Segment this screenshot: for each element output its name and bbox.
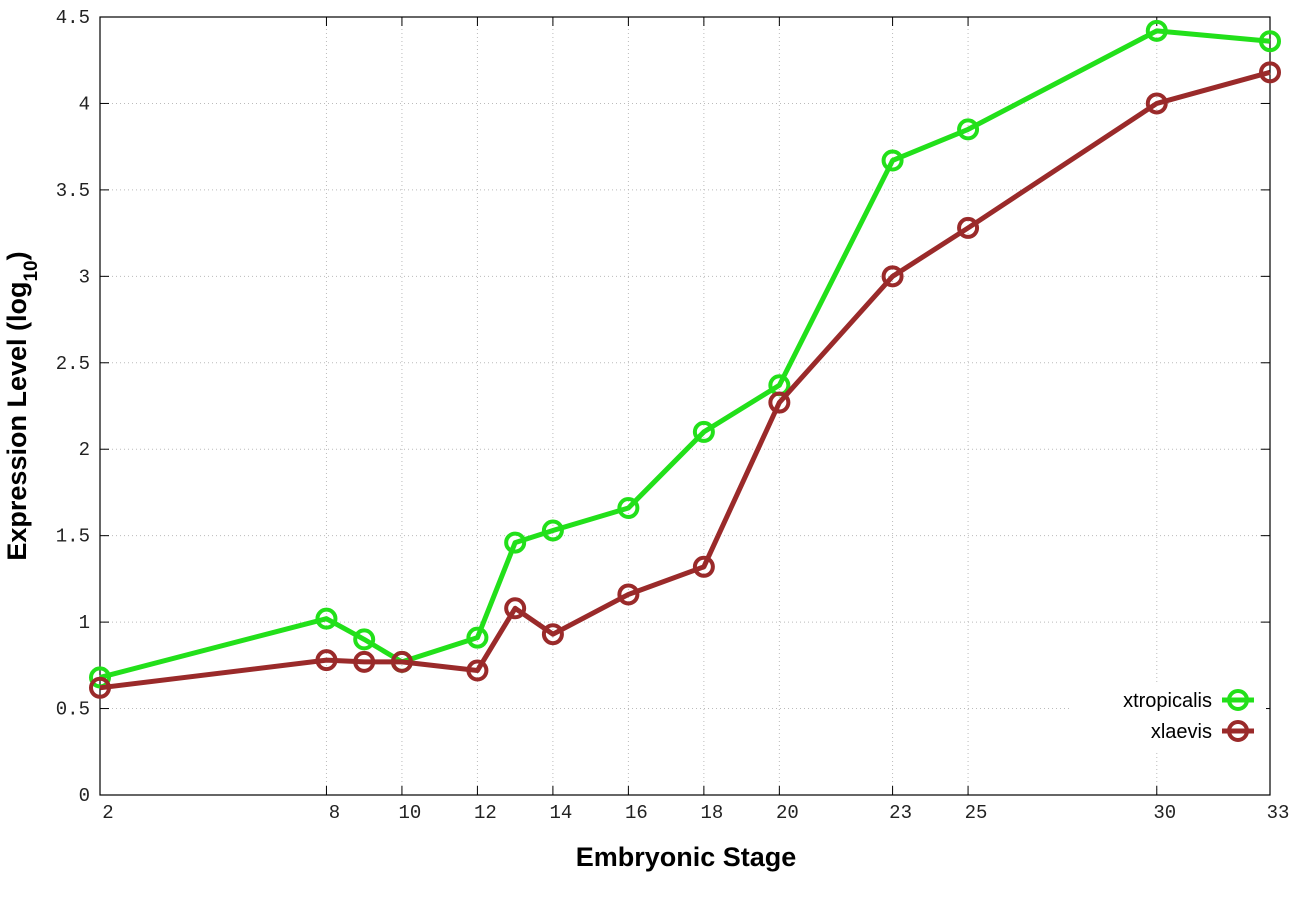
data-point [466, 626, 489, 649]
y-tick-label: 1 [79, 612, 90, 634]
series-line [99, 28, 1271, 680]
legend-marker [1227, 689, 1249, 711]
data-point [957, 216, 980, 239]
data-point [315, 607, 338, 630]
x-tick-label: 18 [700, 802, 723, 824]
x-axis-title: Embryonic Stage [576, 842, 797, 872]
data-point [881, 149, 904, 172]
data-point [504, 597, 527, 620]
x-tick-label: 30 [1153, 802, 1176, 824]
y-tick-label: 0 [79, 785, 90, 807]
series-line [99, 69, 1271, 691]
x-tick-label: 25 [965, 802, 988, 824]
x-tick-label: 20 [776, 802, 799, 824]
x-tick-label: 33 [1267, 802, 1290, 824]
data-point [692, 420, 715, 443]
y-tick-label: 2.5 [56, 353, 90, 375]
y-tick-label: 2 [79, 439, 90, 461]
data-point [1259, 30, 1281, 53]
y-axis-title-sub: 10 [21, 260, 42, 281]
data-point [466, 659, 489, 682]
data-point [692, 555, 715, 578]
data-point [1259, 61, 1281, 84]
y-tick-label: 3 [79, 266, 90, 288]
data-point [353, 650, 376, 673]
data-point [541, 519, 564, 542]
legend-label: xtropicalis [1123, 690, 1212, 712]
y-axis-title-end: ) [2, 251, 32, 260]
y-tick-label: 1.5 [56, 526, 90, 548]
data-point [617, 583, 640, 606]
x-tick-label: 14 [549, 802, 572, 824]
legend-label: xlaevis [1151, 721, 1212, 743]
y-tick-label: 3.5 [56, 180, 90, 202]
data-point [957, 118, 980, 141]
x-tick-label: 2 [102, 802, 113, 824]
data-point [390, 650, 413, 673]
data-point [315, 649, 338, 672]
data-point [768, 391, 791, 414]
x-tick-label: 8 [329, 802, 340, 824]
plot-frame [99, 16, 1271, 796]
y-tick-label: 4.5 [56, 7, 90, 29]
data-point [353, 628, 376, 651]
legend-marker [1227, 720, 1249, 742]
x-tick-label: 23 [889, 802, 912, 824]
data-point [1145, 19, 1168, 42]
data-point [89, 676, 111, 699]
data-point [881, 265, 904, 288]
x-tick-label: 12 [474, 802, 497, 824]
data-point [617, 497, 640, 520]
x-tick-label: 10 [399, 802, 422, 824]
data-point [504, 531, 527, 554]
data-point [1145, 92, 1168, 115]
y-tick-label: 4 [79, 93, 90, 115]
data-point [541, 623, 564, 646]
y-tick-label: 0.5 [56, 699, 90, 721]
y-axis-title: Expression Level (log10) [2, 251, 42, 560]
x-tick-label: 16 [625, 802, 648, 824]
y-axis-title-main: Expression Level (log [2, 282, 32, 561]
